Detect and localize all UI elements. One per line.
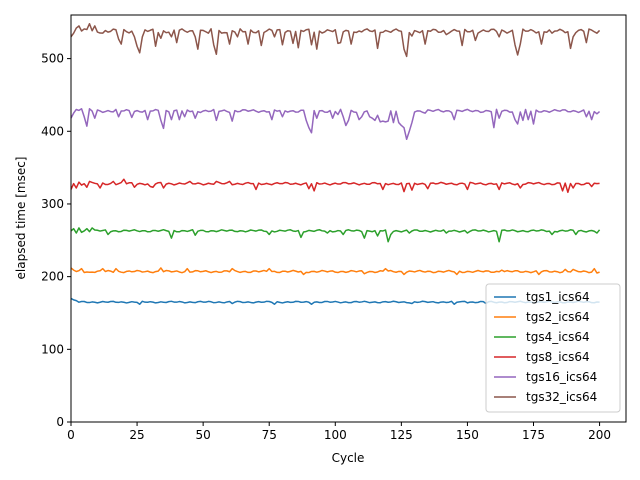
x-tick-label: 100	[324, 428, 347, 442]
legend-label: tgs2_ics64	[526, 310, 590, 324]
series-line-tgs2_ics64	[70, 267, 600, 276]
x-axis-ticks: 0 25 50 75 100 125 150 175 200	[67, 422, 611, 442]
x-tick-label: 200	[588, 428, 611, 442]
series-layer	[70, 22, 601, 306]
legend-box	[485, 283, 621, 413]
legend: tgs1_ics64 tgs2_ics64 tgs4_ics64 tgs8_ics64…	[485, 283, 621, 413]
y-axis-ticks: 0 100 200 300 400 500	[41, 52, 71, 429]
x-tick-label: 175	[522, 428, 545, 442]
legend-label: tgs32_ics64	[526, 390, 597, 404]
series-line-tgs4_ics64	[70, 227, 601, 243]
x-tick-label: 150	[456, 428, 479, 442]
y-tick-label: 100	[41, 342, 64, 356]
y-tick-label: 500	[41, 52, 64, 66]
legend-label: tgs16_ics64	[526, 370, 597, 384]
legend-label: tgs4_ics64	[526, 330, 590, 344]
series-line-tgs8_ics64	[70, 178, 600, 194]
legend-label: tgs8_ics64	[526, 350, 590, 364]
y-axis-label: elapsed time [msec]	[14, 157, 28, 280]
y-tick-label: 400	[41, 124, 64, 138]
x-tick-label: 125	[390, 428, 413, 442]
x-axis-label: Cycle	[332, 451, 365, 465]
x-tick-label: 50	[196, 428, 211, 442]
plot-frame	[70, 14, 627, 423]
x-tick-label: 75	[262, 428, 277, 442]
legend-label: tgs1_ics64	[526, 290, 590, 304]
series-line-tgs32_ics64	[70, 22, 601, 58]
y-tick-label: 200	[41, 270, 64, 284]
y-tick-label: 300	[41, 197, 64, 211]
series-line-tgs16_ics64	[70, 108, 601, 141]
y-tick-label: 0	[56, 415, 64, 429]
x-tick-label: 25	[129, 428, 144, 442]
x-tick-label: 0	[67, 428, 75, 442]
